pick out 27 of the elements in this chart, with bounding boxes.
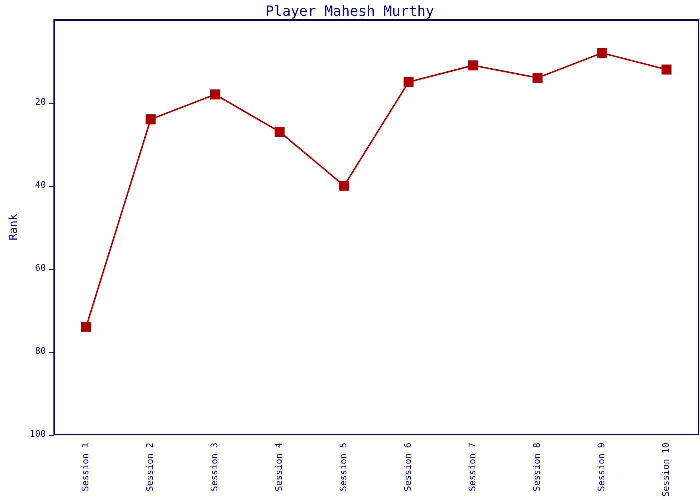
point [662,64,672,75]
x-tick-label: Session 9 [597,442,608,492]
x-tick-label: Session 10 [662,442,672,498]
x-tick-label: Session 5 [339,442,350,492]
y-tick-label: 60 [35,264,46,274]
x-tick-label: Session 1 [81,442,92,492]
point [210,90,220,100]
y-tick-label: 80 [35,346,46,357]
x-tick-label: Session 3 [210,442,220,492]
y-axis-title: Rank [7,214,20,241]
x-tick-label: Session 2 [146,442,156,492]
chart-title: Player Mahesh Murthy [266,4,434,20]
x-tick-label: Session 4 [274,442,285,492]
x-tick-label: Session 6 [404,442,414,492]
y-tick-label: 20 [35,98,46,108]
point [597,48,608,58]
point [274,127,285,137]
point [404,77,414,88]
point [532,73,543,84]
y-tick-label: 100 [30,430,46,440]
point [81,322,92,332]
x-tick-label: Session 8 [532,442,543,492]
point [468,60,478,71]
x-tick-label: Session 7 [468,442,478,492]
point [339,180,350,191]
point [146,114,156,125]
y-tick-label: 40 [35,180,46,191]
